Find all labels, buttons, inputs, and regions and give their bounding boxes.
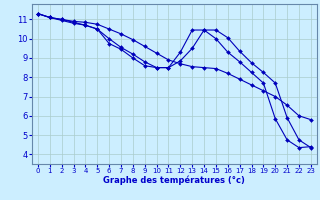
X-axis label: Graphe des températures (°c): Graphe des températures (°c) <box>103 176 245 185</box>
